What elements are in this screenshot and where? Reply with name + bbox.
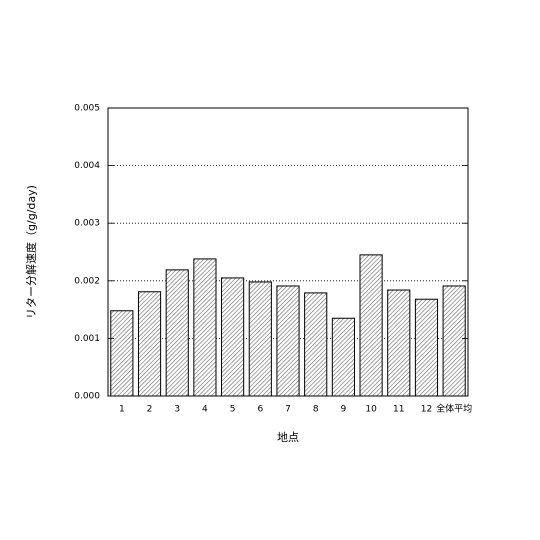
- x-tick-label: 8: [313, 405, 319, 415]
- bar: [165, 269, 189, 397]
- bar: [304, 292, 328, 397]
- y-tick-label: 0.003: [74, 219, 100, 229]
- x-tick-label: 6: [257, 405, 263, 415]
- x-tick-label: 2: [147, 405, 153, 415]
- x-tick-label: 12: [421, 405, 432, 415]
- bar: [193, 258, 217, 397]
- y-tick-label: 0.000: [74, 392, 100, 402]
- bar: [442, 285, 466, 397]
- x-tick-label: 1: [119, 405, 125, 415]
- y-tick-label: 0.002: [74, 276, 100, 286]
- bar: [414, 298, 439, 397]
- bar: [110, 310, 134, 397]
- bar: [387, 289, 411, 397]
- x-tick-label: 5: [230, 405, 236, 415]
- bar: [248, 281, 272, 397]
- x-tick-label: 10: [365, 405, 377, 415]
- x-tick-label: 7: [285, 405, 291, 415]
- x-tick-label: 3: [174, 405, 180, 415]
- bar: [221, 277, 245, 397]
- y-axis-label: リター分解速度（g/g/day): [24, 185, 38, 319]
- x-tick-label: 11: [393, 405, 404, 415]
- y-tick-label: 0.004: [74, 161, 100, 171]
- x-tick-label: 4: [202, 405, 208, 415]
- y-tick-label: 0.001: [74, 334, 100, 344]
- bar: [359, 254, 383, 397]
- bar: [331, 317, 355, 397]
- y-tick-label: 0.005: [74, 104, 100, 114]
- x-axis-label: 地点: [277, 431, 299, 444]
- plot-frame: [107, 107, 469, 397]
- x-tick-label: 全体平均: [436, 403, 472, 415]
- bar: [137, 291, 162, 397]
- x-tick-label: 9: [341, 405, 347, 415]
- bar: [276, 285, 300, 397]
